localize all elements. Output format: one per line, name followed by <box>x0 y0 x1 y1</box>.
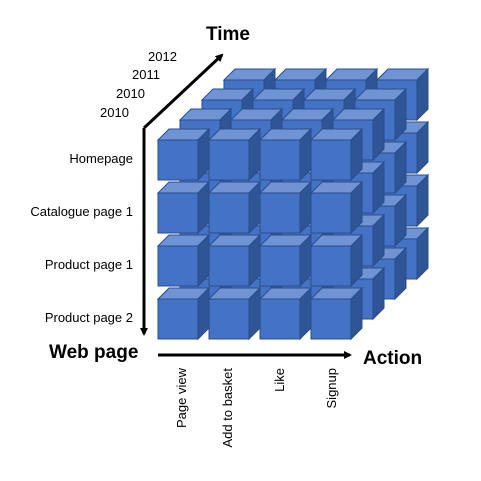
data-cube-cell <box>207 233 262 288</box>
cube-front-face <box>157 139 199 181</box>
data-cube-cell <box>156 286 211 341</box>
data-cube-cell <box>156 233 211 288</box>
cube-front-face <box>208 192 250 234</box>
webpage-label-product-2: Product page 2 <box>45 310 133 325</box>
year-label: 2010 <box>100 105 129 120</box>
webpage-label-catalogue: Catalogue page 1 <box>30 204 133 219</box>
data-cube-cell <box>207 180 262 235</box>
data-cube-cell <box>309 127 364 182</box>
cube-front-face <box>310 192 352 234</box>
cube-front-face <box>157 192 199 234</box>
action-axis-title: Action <box>363 348 422 369</box>
webpage-label-homepage: Homepage <box>69 151 133 166</box>
cube-front-face <box>259 245 301 287</box>
action-label-signup: Signup <box>324 368 339 408</box>
cube-front-face <box>259 298 301 340</box>
cube-front-face <box>310 298 352 340</box>
data-cube-cell <box>156 180 211 235</box>
cube-front-face <box>208 245 250 287</box>
data-cube-cell <box>309 180 364 235</box>
cube-front-face <box>208 298 250 340</box>
data-cube-cell <box>156 127 211 182</box>
data-cube-cell <box>258 127 313 182</box>
data-cube-cell <box>309 286 364 341</box>
cube-front-face <box>208 139 250 181</box>
cube-front-face <box>157 245 199 287</box>
cube-front-face <box>157 298 199 340</box>
webpage-axis-title: Web page <box>49 342 138 363</box>
year-label: 2012 <box>148 49 177 64</box>
action-label-page-view: Page view <box>174 367 189 428</box>
cube-front-face <box>310 139 352 181</box>
year-label: 2011 <box>132 67 160 82</box>
cube-grid <box>156 67 430 341</box>
data-cube-cell <box>207 127 262 182</box>
action-label-add-to-basket: Add to basket <box>220 368 235 448</box>
data-cube-cell <box>207 286 262 341</box>
cube-front-face <box>259 139 301 181</box>
time-axis-arrow <box>142 53 224 130</box>
data-cube-cell <box>258 180 313 235</box>
data-cube-cell <box>258 286 313 341</box>
cube-front-face <box>259 192 301 234</box>
time-axis-title: Time <box>206 24 250 45</box>
webpage-label-product-1: Product page 1 <box>45 257 133 272</box>
data-cube-cell <box>309 233 364 288</box>
action-label-like: Like <box>272 368 287 392</box>
year-label: 2010 <box>116 86 145 101</box>
cube-front-face <box>310 245 352 287</box>
data-cube-cell <box>258 233 313 288</box>
